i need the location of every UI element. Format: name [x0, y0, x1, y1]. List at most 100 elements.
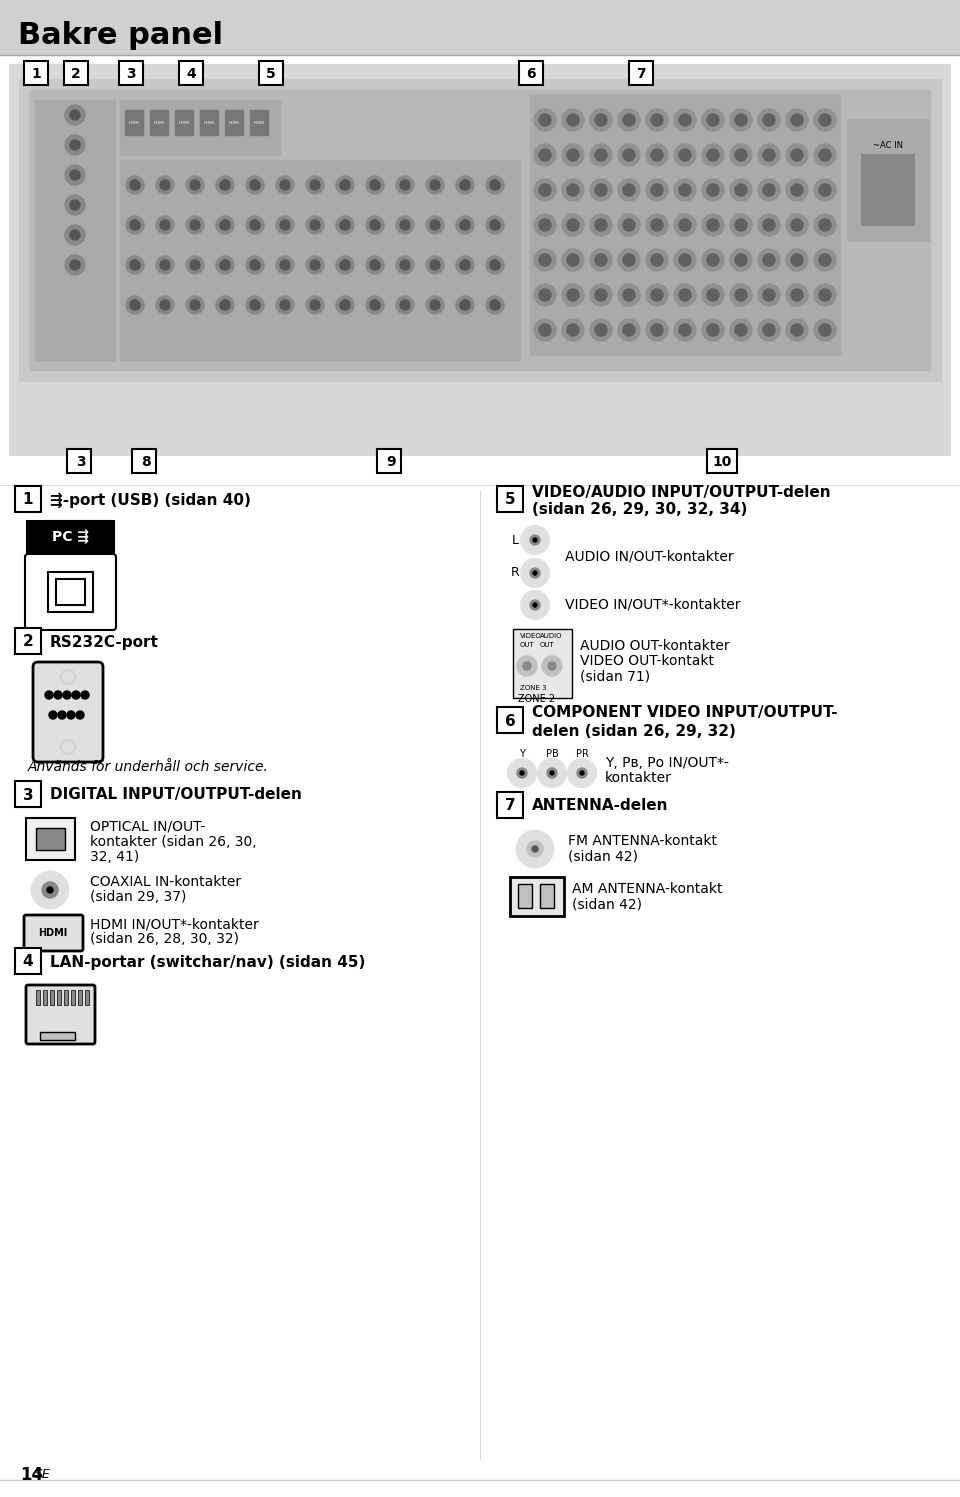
Circle shape [595, 323, 607, 335]
Text: HDMI: HDMI [129, 121, 139, 126]
Circle shape [517, 831, 553, 867]
Circle shape [819, 254, 831, 266]
Text: 5: 5 [505, 493, 516, 507]
Circle shape [679, 114, 691, 126]
Circle shape [651, 219, 663, 231]
Circle shape [250, 299, 260, 310]
Circle shape [508, 759, 536, 787]
FancyBboxPatch shape [497, 707, 523, 734]
Circle shape [306, 216, 324, 234]
Bar [40, 1031, 75, 1040]
Circle shape [702, 180, 724, 201]
Circle shape [618, 319, 640, 341]
Bar [150, 109, 168, 135]
Circle shape [646, 144, 668, 166]
Circle shape [590, 214, 612, 237]
Text: VIDEO OUT-kontakt: VIDEO OUT-kontakt [580, 654, 714, 668]
Circle shape [523, 662, 531, 671]
FancyBboxPatch shape [510, 877, 564, 916]
Circle shape [65, 225, 85, 246]
Circle shape [490, 299, 500, 310]
FancyBboxPatch shape [26, 817, 75, 859]
Circle shape [130, 180, 140, 190]
Circle shape [730, 180, 752, 201]
Circle shape [486, 177, 504, 195]
Circle shape [156, 256, 174, 274]
Circle shape [65, 165, 85, 186]
Circle shape [366, 216, 384, 234]
Text: (sidan 29, 37): (sidan 29, 37) [90, 891, 186, 904]
Circle shape [460, 220, 470, 231]
Circle shape [190, 180, 200, 190]
Circle shape [160, 260, 170, 269]
Circle shape [126, 296, 144, 314]
Circle shape [490, 180, 500, 190]
Circle shape [430, 260, 440, 269]
FancyBboxPatch shape [15, 487, 41, 512]
Circle shape [126, 216, 144, 234]
Text: 3: 3 [126, 67, 135, 81]
Circle shape [548, 662, 556, 671]
Circle shape [190, 299, 200, 310]
Circle shape [814, 109, 836, 132]
FancyBboxPatch shape [26, 985, 95, 1043]
Circle shape [674, 180, 696, 201]
Circle shape [370, 299, 380, 310]
Text: OUT: OUT [520, 642, 535, 648]
Circle shape [306, 296, 324, 314]
Circle shape [426, 216, 444, 234]
Circle shape [276, 177, 294, 195]
FancyBboxPatch shape [377, 449, 401, 473]
Circle shape [534, 249, 556, 271]
Circle shape [306, 256, 324, 274]
Text: AUDIO OUT-kontakter: AUDIO OUT-kontakter [580, 639, 730, 653]
Circle shape [542, 656, 562, 677]
Circle shape [246, 256, 264, 274]
Text: PB: PB [545, 748, 559, 759]
Bar [175, 109, 193, 135]
Circle shape [590, 249, 612, 271]
Circle shape [340, 180, 350, 190]
Text: RS232C-port: RS232C-port [50, 635, 158, 650]
Text: ZONE 3: ZONE 3 [520, 686, 546, 692]
Circle shape [735, 323, 747, 335]
Circle shape [186, 256, 204, 274]
Circle shape [456, 216, 474, 234]
FancyBboxPatch shape [497, 792, 523, 817]
Text: Y: Y [519, 748, 525, 759]
Circle shape [310, 220, 320, 231]
Circle shape [568, 759, 596, 787]
Circle shape [623, 254, 635, 266]
Circle shape [646, 319, 668, 341]
Circle shape [396, 216, 414, 234]
Circle shape [674, 319, 696, 341]
Text: L: L [512, 533, 518, 546]
Circle shape [707, 150, 719, 162]
Circle shape [396, 256, 414, 274]
Text: ⇶-port (USB) (sidan 40): ⇶-port (USB) (sidan 40) [50, 493, 251, 507]
Circle shape [72, 692, 80, 699]
FancyBboxPatch shape [33, 662, 103, 762]
Circle shape [562, 249, 584, 271]
Circle shape [651, 150, 663, 162]
Bar [530, 94, 840, 355]
Circle shape [651, 323, 663, 335]
Text: 10: 10 [712, 455, 732, 469]
Circle shape [220, 220, 230, 231]
Circle shape [567, 150, 579, 162]
Circle shape [81, 692, 89, 699]
Circle shape [456, 177, 474, 195]
Circle shape [646, 284, 668, 305]
Circle shape [276, 256, 294, 274]
Bar [43, 990, 47, 1004]
Circle shape [651, 289, 663, 301]
Circle shape [70, 171, 80, 180]
Circle shape [456, 256, 474, 274]
Circle shape [186, 296, 204, 314]
Circle shape [216, 177, 234, 195]
Circle shape [674, 109, 696, 132]
Bar [36, 828, 65, 850]
Circle shape [707, 289, 719, 301]
Circle shape [521, 558, 549, 587]
Circle shape [791, 289, 803, 301]
